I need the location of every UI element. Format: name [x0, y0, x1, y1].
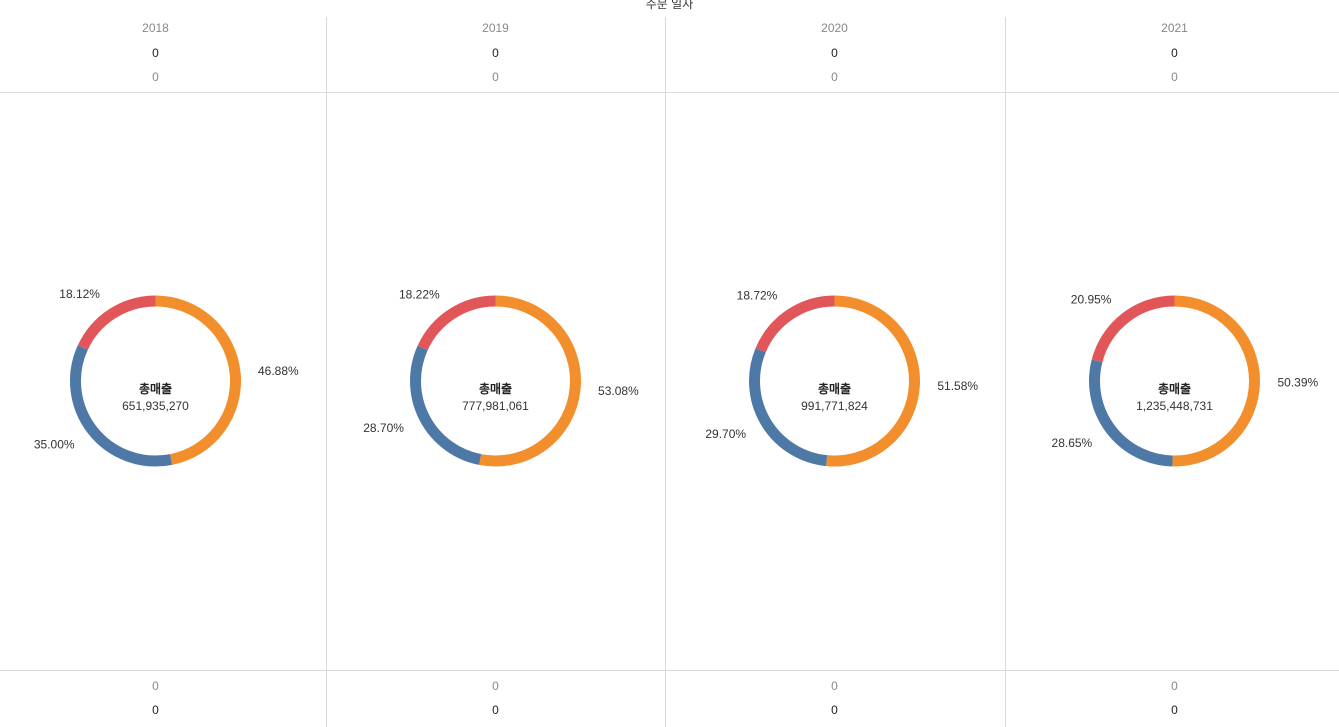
chart-title: 주문 일자 [645, 0, 694, 11]
year-panel-2019: 2019 0 0 53.08% 28.70% 18.22% 총매출 777,981,06… [326, 17, 665, 727]
center-value: 651,935,270 [122, 399, 189, 413]
donut-chart: 51.58% 29.70% 18.72% 총매출 991,771,824 [705, 288, 978, 467]
donut-slice[interactable] [1091, 295, 1175, 363]
year-panel-2020: 2020 0 0 51.58% 29.70% 18.72% 총매출 991,771,82… [665, 17, 1004, 727]
donut-slice[interactable] [70, 345, 173, 467]
column-divider [1005, 17, 1006, 727]
year-panel-2021: 2021 0 0 50.39% 28.65% 20.95% 총매출 1,235,448,… [1005, 17, 1339, 727]
top-value: 0 [152, 46, 159, 60]
donut-slice[interactable] [479, 295, 581, 467]
bottom-value: 0 [152, 703, 159, 717]
top-subvalue: 0 [152, 70, 159, 84]
header-divider [0, 92, 1339, 93]
slice-label: 18.12% [59, 287, 100, 301]
donut-slice[interactable] [1089, 359, 1173, 467]
donut-slice[interactable] [826, 295, 920, 467]
donut-slice[interactable] [749, 348, 828, 467]
donut-slice[interactable] [1172, 295, 1261, 467]
bottom-subvalue: 0 [831, 679, 838, 693]
center-value: 1,235,448,731 [1136, 399, 1213, 413]
donut-slice[interactable] [77, 295, 156, 350]
center-label: 총매출 [818, 381, 851, 396]
column-divider [326, 17, 327, 727]
slice-label: 53.08% [598, 384, 639, 398]
top-subvalue: 0 [1171, 70, 1178, 84]
center-label: 총매출 [139, 381, 172, 396]
year-header: 2018 [142, 21, 169, 35]
slice-label: 29.70% [705, 427, 746, 441]
donut-chart: 46.88% 35.00% 18.12% 총매출 651,935,270 [34, 287, 299, 467]
slice-label: 51.58% [937, 379, 978, 393]
slice-label: 35.00% [34, 438, 75, 452]
donut-slice[interactable] [410, 345, 482, 465]
top-value: 0 [831, 46, 838, 60]
donut-slice[interactable] [155, 295, 241, 465]
slice-label: 20.95% [1071, 293, 1112, 307]
top-subvalue: 0 [492, 70, 499, 84]
donut-slice[interactable] [417, 295, 496, 351]
bottom-subvalue: 0 [152, 679, 159, 693]
column-divider [665, 17, 666, 727]
footer-divider [0, 670, 1339, 671]
slice-label: 18.72% [737, 288, 778, 302]
slice-label: 28.70% [363, 421, 404, 435]
donut-slice[interactable] [755, 295, 835, 353]
top-subvalue: 0 [831, 70, 838, 84]
bottom-value: 0 [831, 703, 838, 717]
year-header: 2020 [821, 21, 848, 35]
slice-label: 46.88% [258, 364, 299, 378]
bottom-subvalue: 0 [1171, 679, 1178, 693]
slice-label: 28.65% [1052, 436, 1093, 450]
bottom-value: 0 [1171, 703, 1178, 717]
center-value: 777,981,061 [462, 399, 529, 413]
year-header: 2019 [482, 21, 509, 35]
bottom-value: 0 [492, 703, 499, 717]
top-value: 0 [492, 46, 499, 60]
slice-label: 50.39% [1277, 375, 1318, 389]
year-header: 2021 [1161, 21, 1188, 35]
slice-label: 18.22% [399, 287, 440, 301]
top-value: 0 [1171, 46, 1178, 60]
donut-chart: 50.39% 28.65% 20.95% 총매출 1,235,448,731 [1052, 293, 1319, 467]
center-value: 991,771,824 [801, 399, 868, 413]
center-label: 총매출 [1158, 381, 1191, 396]
donut-chart: 53.08% 28.70% 18.22% 총매출 777,981,061 [363, 287, 639, 467]
bottom-subvalue: 0 [492, 679, 499, 693]
year-panel-2018: 2018 0 0 46.88% 35.00% 18.12% 총매출 651,935,27… [0, 17, 325, 727]
center-label: 총매출 [479, 381, 512, 396]
